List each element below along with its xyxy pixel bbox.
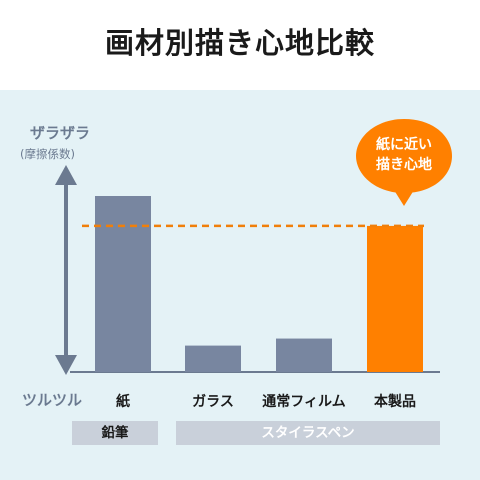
y-axis-arrow-down-icon xyxy=(55,355,77,375)
y-axis-label-top: ザラザラ xyxy=(30,124,91,142)
bar-4 xyxy=(367,225,423,372)
bar-1 xyxy=(95,196,151,372)
header-band: 画材別描き心地比較 xyxy=(0,0,480,90)
y-axis-label-sub: (摩擦係数) xyxy=(20,147,75,161)
bar-2 xyxy=(185,345,241,372)
category-label-4: 本製品 xyxy=(374,394,416,410)
group-band-pencil: 鉛筆 xyxy=(72,421,158,445)
annotation-bubble xyxy=(356,119,452,206)
y-axis-label-bottom: ツルツル xyxy=(22,391,83,409)
category-label-2: ガラス xyxy=(192,394,234,410)
bar-3 xyxy=(276,338,332,372)
page-title: 画材別描き心地比較 xyxy=(104,26,375,60)
y-axis-arrow-up-icon xyxy=(55,165,77,185)
category-label-3: 通常フィルム xyxy=(262,394,346,410)
category-label-1: 紙 xyxy=(116,394,130,410)
group-band-stylus: スタイラスペン xyxy=(176,421,440,445)
bubble-shape xyxy=(356,119,452,193)
bubble-pointer xyxy=(394,190,414,206)
